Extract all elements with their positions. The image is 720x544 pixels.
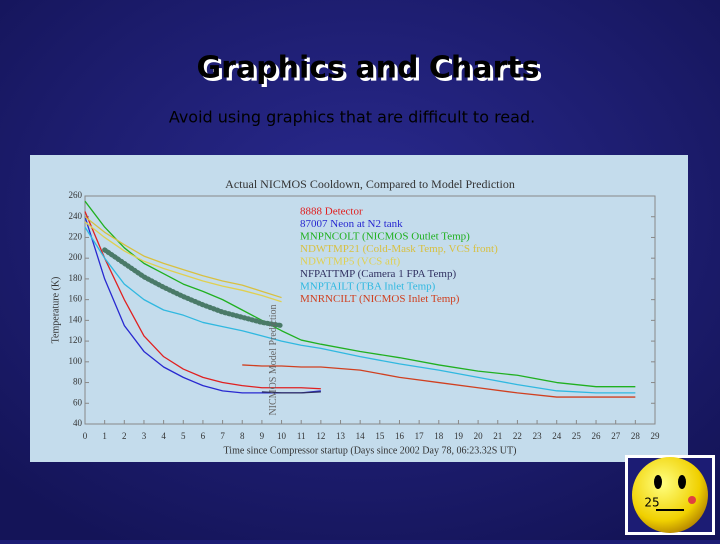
legend-entry: 8888 Detector [300,206,363,218]
legend-entry: NDWTMP21 (Cold-Mask Temp, VCS front) [300,243,498,255]
legend-entry: MNRNCILT (NICMOS Inlet Temp) [300,293,460,305]
x-tick-label: 7 [220,431,225,441]
x-tick-label: 11 [297,431,306,441]
x-tick-label: 16 [395,431,405,441]
y-tick-label: 140 [69,314,83,324]
model-label: NICMOS Model Prediction [268,304,279,415]
y-tick-label: 120 [69,335,83,345]
x-tick-label: 12 [316,431,325,441]
x-tick-label: 4 [161,431,166,441]
plot-frame [84,195,656,425]
smiley-face [632,457,708,533]
legend-entry: NFPATTMP (Camera 1 FPA Temp) [300,268,456,280]
legend-entry: MNPTAILT (TBA Inlet Temp) [300,281,436,293]
y-tick-label: 160 [69,294,83,304]
x-tick-label: 20 [474,431,484,441]
x-tick-label: 22 [513,431,522,441]
y-axis-label: Temperature (K) [50,277,61,344]
series-line [261,391,321,394]
smiley-eye [654,475,662,489]
series-line [84,226,636,394]
x-tick-label: 14 [356,431,366,441]
x-tick-label: 18 [434,431,444,441]
y-tick-label: 40 [73,418,83,428]
legend-entry: NDWTMP5 (VCS aft) [300,256,401,268]
x-tick-label: 1 [102,431,107,441]
slide-title-shadow: Graphics and Charts [200,54,543,89]
series-line [84,200,636,388]
series-line [242,364,636,398]
series-line [84,216,282,299]
y-tick-label: 100 [69,356,83,366]
x-tick-label: 24 [552,431,562,441]
y-tick-label: 60 [73,397,83,407]
x-tick-label: 19 [454,431,464,441]
x-tick-label: 6 [201,431,206,441]
smiley-eye [678,475,686,489]
model-line [102,247,285,329]
x-tick-label: 28 [631,431,641,441]
x-tick-label: 3 [142,431,147,441]
y-tick-label: 220 [69,232,83,242]
y-tick-label: 260 [69,190,83,200]
y-tick-label: 80 [73,377,83,387]
x-axis-label: Time since Compressor startup (Days sinc… [224,445,517,456]
smiley-cheek [688,496,696,504]
series-line [84,211,321,390]
x-tick-label: 17 [415,431,425,441]
subtitle: Avoid using graphics that are difficult … [169,108,535,127]
x-tick-label: 25 [572,431,582,441]
x-tick-label: 13 [336,431,346,441]
page-number: 25 [644,496,659,510]
slide-title: Graphics and Charts [197,51,540,86]
x-tick-label: 2 [122,431,127,441]
legend-entry: 87007 Neon at N2 tank [300,218,403,230]
series-line [84,221,282,303]
y-tick-label: 180 [69,273,83,283]
x-tick-label: 15 [375,431,385,441]
x-tick-label: 0 [83,431,88,441]
x-tick-label: 5 [181,431,186,441]
x-tick-label: 8 [240,431,245,441]
chart-title: Actual NICMOS Cooldown, Compared to Mode… [225,177,515,191]
y-tick-label: 240 [69,211,83,221]
x-tick-label: 23 [533,431,543,441]
chart-panel [30,155,688,462]
x-tick-label: 29 [651,431,661,441]
x-tick-label: 27 [611,431,621,441]
x-tick-label: 9 [260,431,265,441]
x-tick-label: 21 [493,431,502,441]
legend-entry: MNPNCOLT (NICMOS Outlet Temp) [300,231,470,243]
x-tick-label: 10 [277,431,287,441]
x-tick-label: 26 [592,431,602,441]
y-tick-label: 200 [69,252,83,262]
